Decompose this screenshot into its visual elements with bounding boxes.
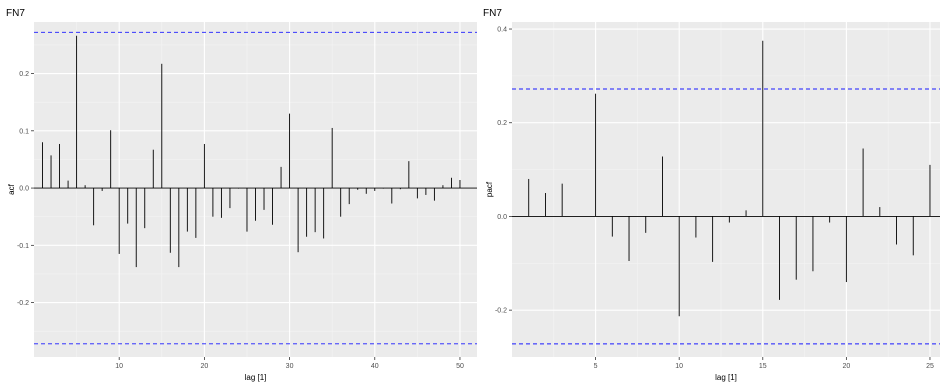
x-tick-label: 5 <box>594 363 598 370</box>
x-tick-label: 15 <box>759 363 767 370</box>
acf-panel: -0.2 -0.1 0.0 0.1 0.2 10 20 30 40 50 FN7 lag [1] acf <box>6 8 477 382</box>
x-tick-label: 30 <box>286 363 294 370</box>
x-tick-label: 20 <box>842 363 850 370</box>
y-axis-label: acf <box>7 183 16 194</box>
plot-background <box>512 22 940 357</box>
y-tick-label: -0.1 <box>17 243 29 250</box>
x-tick-label: 25 <box>926 363 934 370</box>
pacf-panel: -0.2 0.0 0.2 0.4 5 10 15 20 25 FN7 lag [1] pacf <box>483 8 940 382</box>
y-tick-label: -0.2 <box>495 308 507 315</box>
y-tick-label: 0.0 <box>19 186 29 193</box>
y-tick-label: 0.1 <box>19 128 29 135</box>
x-tick-label: 50 <box>456 363 464 370</box>
x-axis-label: lag [1] <box>245 373 267 382</box>
x-tick-label: 10 <box>115 363 123 370</box>
y-tick-label: 0.2 <box>19 71 29 78</box>
y-tick-label: 0.2 <box>497 120 507 127</box>
chart-title: FN7 <box>483 8 502 19</box>
x-tick-label: 40 <box>371 363 379 370</box>
y-tick-label: 0.0 <box>497 214 507 221</box>
y-axis-label: pacf <box>485 181 494 197</box>
x-tick-label: 20 <box>200 363 208 370</box>
y-tick-label: 0.4 <box>497 27 507 34</box>
x-axis-label: lag [1] <box>715 373 737 382</box>
y-tick-label: -0.2 <box>17 300 29 307</box>
x-tick-label: 10 <box>675 363 683 370</box>
chart-title: FN7 <box>6 8 25 19</box>
